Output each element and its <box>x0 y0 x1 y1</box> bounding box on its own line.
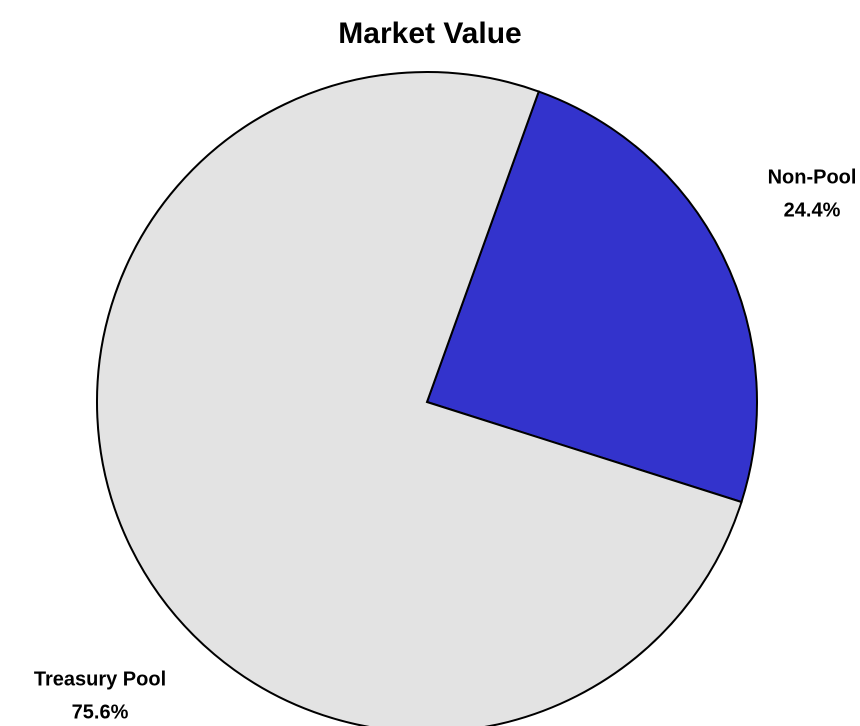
slice-value-label: 24.4% <box>784 199 841 221</box>
slice-value-label: 75.6% <box>72 701 129 723</box>
pie-slice <box>96 71 743 726</box>
slice-label: Treasury Pool <box>34 668 166 690</box>
slice-label: Non-Pool <box>768 166 857 188</box>
chart-title: Market Value <box>338 17 521 50</box>
pie-slice <box>425 90 758 504</box>
